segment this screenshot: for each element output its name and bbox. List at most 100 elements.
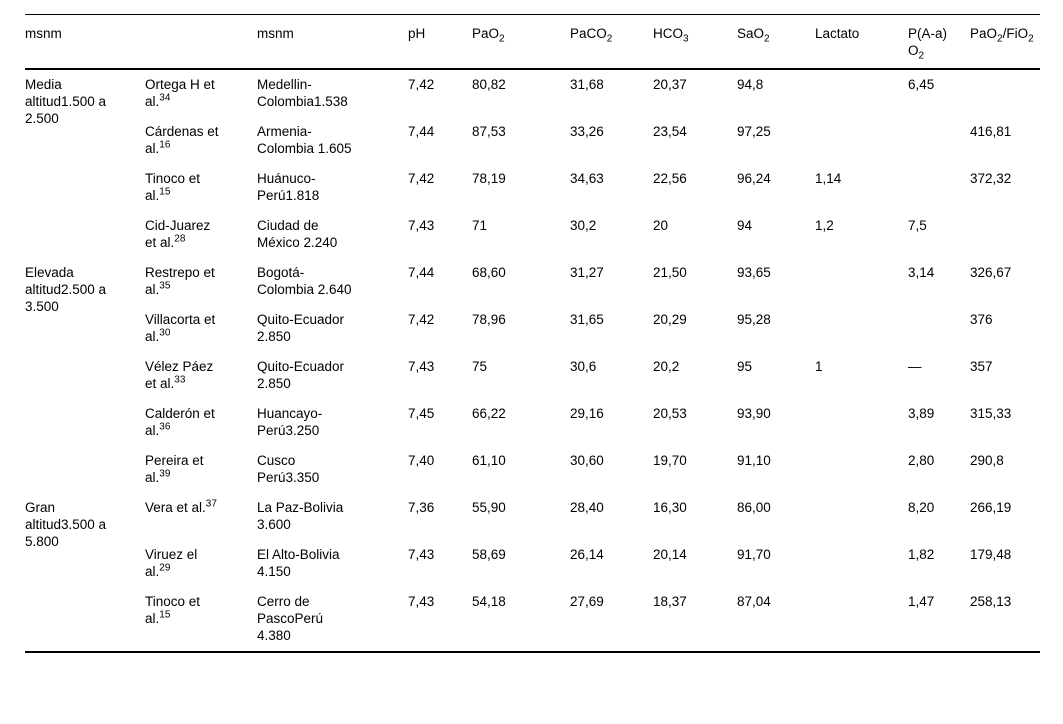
pafi-value: 416,81 [970,124,1012,139]
author-text: Pereira et al. [145,453,204,485]
ph-value: 7,40 [408,453,435,468]
hco3-value: 20,29 [653,312,687,327]
table-header: msnm msnm pH PaO2 PaCO2 HCO3 SaO2 Lactat… [25,14,1040,70]
pafi-value [970,69,1040,117]
study-author: Vélez Páez et al.33 [145,352,257,399]
sao2-value: 86,00 [737,500,771,515]
author-text: Vélez Páez et al. [145,359,214,391]
header-sao2-sub: 2 [764,33,770,45]
reference-superscript: 37 [205,498,217,510]
reference-superscript: 35 [159,280,171,292]
sao2-value: 91,10 [737,453,771,468]
reference-superscript: 15 [159,609,171,621]
altitude-group-label: Elevada altitud2.500 a 3.500 [25,265,107,314]
city-altitude: La Paz-Bolivia 3.600 [257,500,344,532]
pao2-value: 75 [472,359,488,374]
ph-value: 7,44 [408,265,435,280]
lactato-value [815,493,908,540]
sao2-value: 93,65 [737,265,771,280]
header-pafi: PaO2/FiO2 [970,14,1040,70]
hco3-value: 18,37 [653,594,687,609]
header-msnm-site: msnm [257,14,408,70]
paco2-value: 30,2 [570,218,597,233]
sao2-value: 94,8 [737,77,764,92]
hco3-value: 23,54 [653,124,687,139]
table-row: Calderón et al.36 Huancayo-Perú3.250 7,4… [25,399,1040,446]
table-row: Elevada altitud2.500 a 3.500 Restrepo et… [25,258,1040,314]
ph-value: 7,36 [408,500,435,515]
reference-superscript: 36 [159,421,171,433]
city-altitude: Armenia-Colombia 1.605 [257,124,352,156]
city-altitude: Ciudad de México 2.240 [257,218,338,250]
header-pafi-sub1: 2 [997,33,1003,45]
lactato-value: 1,2 [815,218,834,233]
author-text: Ortega H et al. [145,77,215,109]
paco2-value: 27,69 [570,594,604,609]
header-hco3: HCO3 [653,14,737,70]
ph-value: 7,43 [408,547,435,562]
study-author: Calderón et al.36 [145,399,257,446]
table-row: Gran altitud3.500 a 5.800 Vera et al.37 … [25,493,1040,549]
sao2-value: 93,90 [737,406,771,421]
header-paco2: PaCO2 [570,14,653,70]
author-text: Restrepo et al. [145,265,215,297]
city-altitude: Cusco Perú3.350 [257,453,320,485]
header-paco2-base: PaCO [570,26,607,41]
paa-o2-value [908,305,970,352]
pafi-value: 258,13 [970,594,1012,609]
author-text: Tinoco et al. [145,594,201,626]
paco2-value: 30,60 [570,453,604,468]
pao2-value: 54,18 [472,594,506,609]
reference-superscript: 28 [174,233,186,245]
paa-o2-value [908,164,970,211]
lactato-value [815,446,908,493]
paco2-value: 34,63 [570,171,604,186]
lactato-value [815,69,908,117]
paa-o2-value: 7,5 [908,218,927,233]
study-author: Tinoco et al.15 [145,587,257,652]
table-row: Tinoco et al.15 Cerro de PascoPerú 4.380… [25,587,1040,652]
pafi-value: 372,32 [970,171,1012,186]
study-author: Restrepo et al.35 [145,258,257,305]
pafi-value: 290,8 [970,453,1004,468]
hco3-value: 21,50 [653,265,687,280]
paa-o2-value: 1,82 [908,547,935,562]
city-altitude: Huancayo-Perú3.250 [257,406,323,438]
paa-o2-value: 1,47 [908,594,935,609]
paa-o2-value: 3,89 [908,406,935,421]
pao2-value: 68,60 [472,265,506,280]
pafi-value [970,211,1040,258]
study-author: Vera et al.37 [145,493,257,540]
header-ph: pH [408,14,472,70]
altitude-group-label: Media altitud1.500 a 2.500 [25,77,107,126]
pafi-value: 315,33 [970,406,1012,421]
header-paa-line1: P(A-a) [908,26,948,41]
hco3-value: 19,70 [653,453,687,468]
study-author: Cid-Juarez et al.28 [145,211,257,258]
city-altitude: Medellin-Colombia1.538 [257,77,348,109]
hco3-value: 20,53 [653,406,687,421]
ph-value: 7,43 [408,594,435,609]
lactato-value: 1,14 [815,171,842,186]
pao2-value: 66,22 [472,406,506,421]
hco3-value: 20,14 [653,547,687,562]
author-text: Villacorta et al. [145,312,216,344]
ph-value: 7,43 [408,218,435,233]
header-paa-base2: O [908,43,919,58]
table-row: Vélez Páez et al.33 Quito-Ecuador 2.850 … [25,352,1040,399]
pao2-value: 78,19 [472,171,506,186]
table-row: Pereira et al.39 Cusco Perú3.350 7,40 61… [25,446,1040,493]
author-text: Tinoco et al. [145,171,201,203]
lactato-value [815,258,908,305]
header-author [145,14,257,70]
table-row: Tinoco et al.15 Huánuco-Perú1.818 7,42 7… [25,164,1040,211]
hco3-value: 20,2 [653,359,680,374]
reference-superscript: 39 [159,468,171,480]
lactato-value [815,117,908,164]
header-hco3-sub: 3 [683,33,689,45]
ph-value: 7,45 [408,406,435,421]
author-text: Viruez el al. [145,547,198,579]
header-pafi-sub2: 2 [1028,33,1034,45]
sao2-value: 94 [737,218,753,233]
